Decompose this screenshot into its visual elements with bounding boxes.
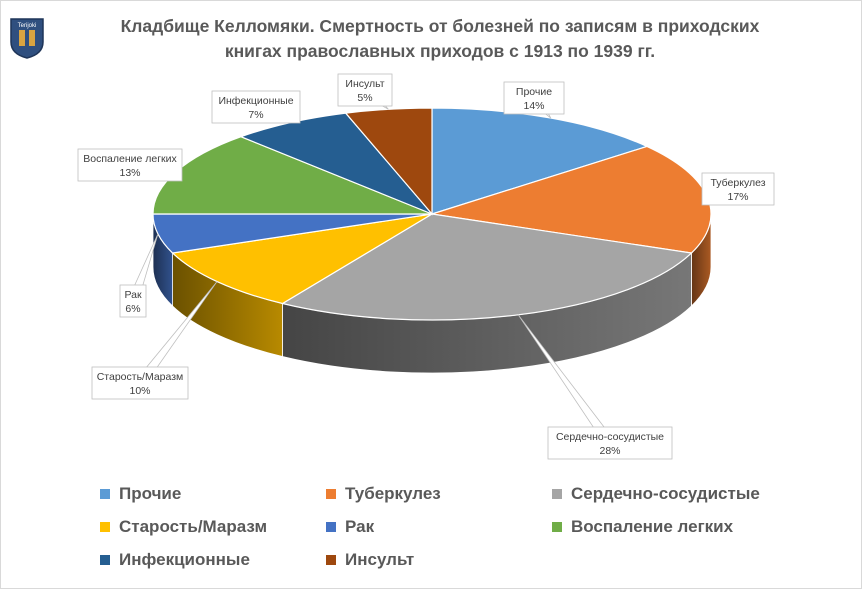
- callout-box-4: [119, 284, 147, 318]
- callout-box-3: [91, 366, 189, 400]
- callout-box-0: [503, 81, 565, 115]
- data-label-value-3: 10%: [129, 385, 150, 397]
- callout-box-5: [77, 148, 183, 182]
- legend-item-5: Воспаление легких: [552, 517, 733, 537]
- legend-swatch-0: [100, 489, 110, 499]
- data-label-name-7: Инсульт: [345, 78, 384, 90]
- legend-swatch-5: [552, 522, 562, 532]
- legend-label-5: Воспаление легких: [571, 517, 734, 536]
- legend-swatch-1: [326, 489, 336, 499]
- callout-box-6: [211, 90, 301, 124]
- legend-label-4: Рак: [345, 517, 375, 536]
- data-label-name-6: Инфекционные: [218, 95, 293, 107]
- legend-item-7: Инсульт: [326, 550, 414, 570]
- data-label-value-7: 5%: [357, 92, 372, 104]
- pie-top-layer: [152, 107, 712, 321]
- data-label-name-4: Рак: [124, 289, 141, 301]
- data-label-value-0: 14%: [523, 100, 544, 112]
- data-label-value-1: 17%: [727, 191, 748, 203]
- data-label-value-6: 7%: [248, 109, 263, 121]
- legend-label-6: Инфекционные: [119, 550, 250, 569]
- chart-title: Кладбище Келломяки. Смертность от болезн…: [60, 14, 820, 64]
- legend-item-4: Рак: [326, 517, 374, 537]
- legend-swatch-3: [100, 522, 110, 532]
- legend-swatch-7: [326, 555, 336, 565]
- legend-label-7: Инсульт: [345, 550, 415, 569]
- logo-text: Terijoki: [18, 23, 37, 29]
- legend-label-1: Туберкулез: [345, 484, 441, 503]
- legend-label-0: Прочие: [119, 484, 182, 503]
- pie-slice-3: [171, 213, 433, 305]
- data-label-value-4: 6%: [125, 303, 140, 315]
- data-label-value-5: 13%: [119, 167, 140, 179]
- legend-item-2: Сердечно-сосудистые: [552, 484, 760, 504]
- callout-box-7: [337, 73, 393, 107]
- legend-item-0: Прочие: [100, 484, 181, 504]
- data-label-value-2: 28%: [599, 445, 620, 457]
- callout-box-2: [547, 426, 673, 460]
- data-label-name-2: Сердечно-сосудистые: [556, 431, 664, 443]
- data-label-name-0: Прочие: [516, 86, 552, 98]
- legend-swatch-2: [552, 489, 562, 499]
- data-label-name-5: Воспаление легких: [83, 153, 177, 165]
- data-label-name-3: Старость/Маразм: [97, 371, 184, 383]
- data-label-name-1: Туберкулез: [710, 177, 765, 189]
- legend-item-1: Туберкулез: [326, 484, 441, 504]
- callout-box-1: [701, 172, 775, 206]
- chart-title-line-1: Кладбище Келломяки. Смертность от болезн…: [120, 16, 760, 36]
- legend-label-3: Старость/Маразм: [119, 517, 268, 536]
- legend-swatch-6: [100, 555, 110, 565]
- legend-item-3: Старость/Маразм: [100, 517, 267, 537]
- legend-label-2: Сердечно-сосудистые: [571, 484, 760, 503]
- logo-icon: Terijoki: [10, 18, 44, 59]
- chart-title-line-2: книгах православных приходов с 1913 по 1…: [224, 41, 656, 61]
- callouts: Прочие 14% Туберкулез 17% Сердечно-сосудисты…: [77, 73, 775, 460]
- legend-item-6: Инфекционные: [100, 550, 250, 570]
- legend-swatch-4: [326, 522, 336, 532]
